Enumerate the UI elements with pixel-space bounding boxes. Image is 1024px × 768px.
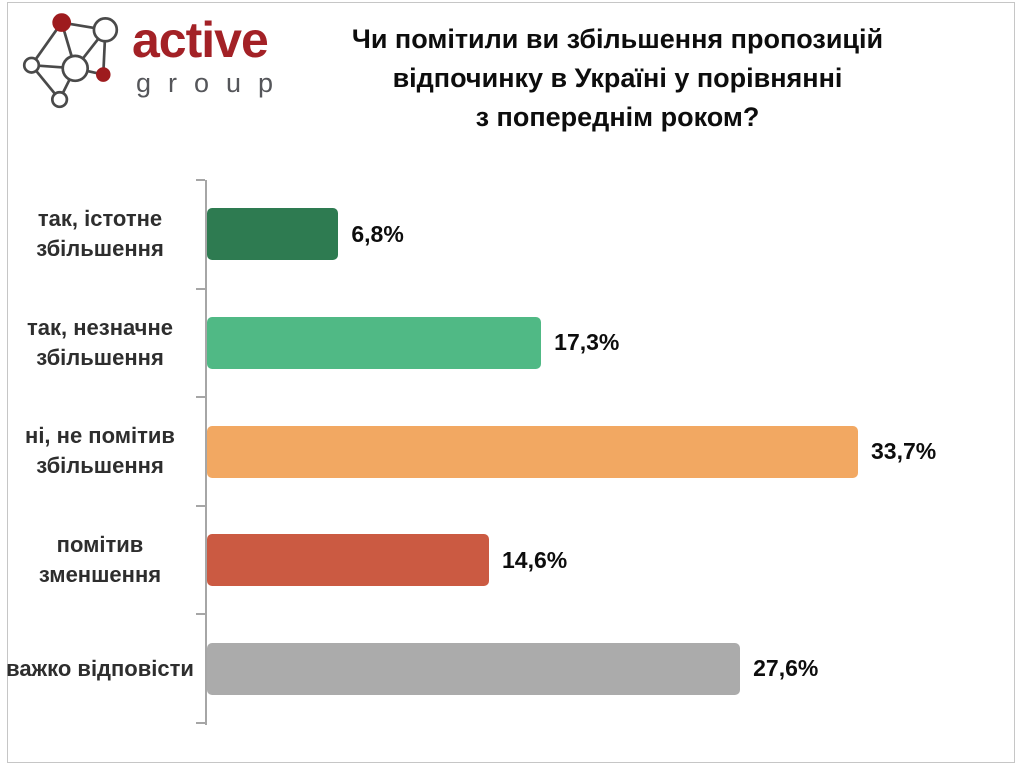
category-label: важко відповісти bbox=[4, 614, 196, 723]
axis-tick bbox=[196, 504, 205, 507]
category-label-line: збільшення bbox=[36, 344, 164, 370]
category-label: так, істотне збільшення bbox=[4, 180, 196, 289]
category-label-line: збільшення bbox=[36, 236, 164, 262]
bar bbox=[207, 316, 542, 369]
category-label-line: збільшення bbox=[36, 453, 164, 479]
value-label: 6,8% bbox=[351, 220, 404, 247]
chart-title-line-3: з попереднім роком? bbox=[475, 102, 760, 132]
value-label: 17,3% bbox=[554, 329, 620, 356]
category-label-line: зменшення bbox=[38, 562, 162, 588]
chart-title: Чи помітили ви збільшення пропозицій від… bbox=[335, 20, 900, 137]
chart-title-line-1: Чи помітили ви збільшення пропозицій bbox=[351, 24, 884, 54]
network-logo-icon bbox=[22, 13, 119, 109]
logo-text: active group bbox=[132, 12, 291, 98]
axis-tick bbox=[196, 396, 205, 399]
value-label: 33,7% bbox=[870, 438, 937, 464]
value-label: 27,6% bbox=[753, 655, 819, 682]
logo-brand: active bbox=[132, 12, 269, 68]
bar bbox=[207, 208, 339, 261]
axis-tick bbox=[196, 179, 205, 181]
category-label-line: так, істотне bbox=[37, 206, 163, 232]
category-label-line: важко відповісти bbox=[6, 655, 194, 681]
bar bbox=[207, 425, 858, 478]
category-label: ні, не помітив збільшення bbox=[4, 397, 196, 506]
category-label: помітив зменшення bbox=[4, 506, 196, 615]
axis-tick bbox=[196, 613, 205, 616]
chart-title-line-2: відпочинку в Україні у порівнянні bbox=[392, 63, 843, 93]
bar bbox=[207, 642, 741, 695]
category-label: так, незначне збільшення bbox=[4, 289, 196, 398]
active-group-logo: active group bbox=[18, 8, 290, 112]
value-label: 14,6% bbox=[502, 546, 568, 573]
category-label-line: так, незначне bbox=[27, 314, 173, 340]
bar bbox=[207, 534, 490, 587]
category-label-line: ні, не помітив bbox=[25, 423, 175, 449]
axis-tick bbox=[196, 287, 205, 290]
axis-tick bbox=[196, 722, 205, 724]
y-axis-line bbox=[205, 180, 207, 725]
logo-subtitle: group bbox=[136, 68, 291, 98]
category-label-line: помітив bbox=[56, 532, 144, 558]
